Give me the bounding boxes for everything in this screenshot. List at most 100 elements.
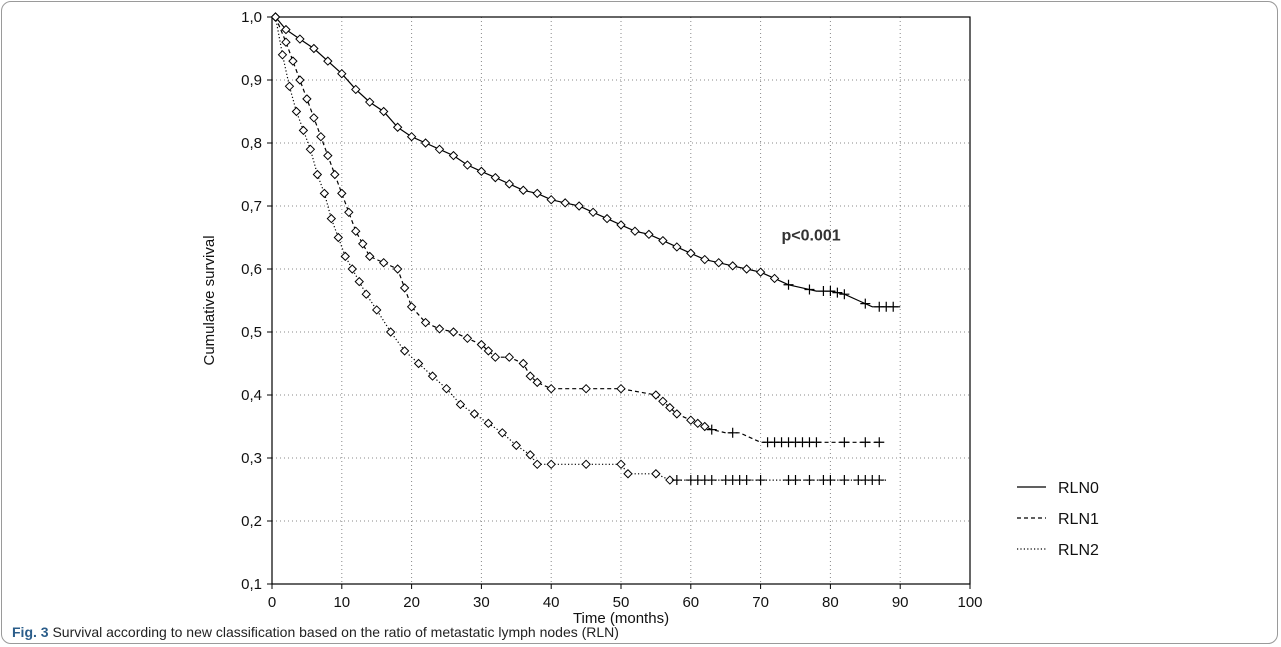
censor-mark-rln2 (825, 475, 836, 486)
event-marker-rln2 (284, 81, 295, 92)
y-tick-label: 0,2 (241, 513, 262, 530)
censor-mark-rln1 (839, 437, 850, 448)
event-marker-rln0 (490, 172, 501, 183)
event-marker-rln1 (651, 390, 661, 400)
x-tick-label: 40 (543, 594, 560, 611)
y-tick-label: 0,8 (241, 135, 262, 152)
event-marker-rln1 (316, 131, 326, 142)
event-marker-rln1 (700, 421, 710, 432)
event-marker-rln1 (581, 383, 591, 394)
event-marker-rln2 (427, 371, 438, 381)
event-marker-rln1 (693, 418, 703, 429)
event-marker-rln1 (406, 302, 417, 312)
censor-mark-rln0 (783, 279, 794, 290)
event-marker-rln2 (623, 469, 633, 479)
x-tick-label: 30 (473, 594, 490, 611)
y-tick-label: 0,4 (241, 387, 262, 404)
event-marker-rln0 (420, 138, 431, 148)
event-marker-rln1 (504, 352, 515, 362)
y-tick-label: 0,6 (241, 261, 262, 278)
event-marker-rln0 (406, 131, 417, 142)
censor-mark-rln0 (832, 287, 843, 298)
x-tick-label: 10 (333, 594, 350, 611)
figure-caption: Fig. 3 Survival according to new classif… (12, 624, 619, 640)
event-marker-rln2 (354, 276, 364, 287)
event-marker-rln0 (476, 166, 487, 177)
x-tick-label: 60 (682, 594, 699, 611)
event-marker-rln1 (323, 150, 333, 161)
event-marker-rln2 (581, 459, 591, 470)
event-marker-rln2 (546, 459, 556, 470)
event-marker-rln2 (333, 232, 344, 243)
legend-label-rln1: RLN1 (1058, 511, 1099, 528)
event-marker-rln1 (672, 409, 682, 419)
series-rln0 (270, 12, 901, 312)
event-marker-rln2 (340, 251, 350, 262)
event-marker-rln1 (448, 327, 459, 337)
event-marker-rln0 (518, 185, 528, 195)
event-marker-rln1 (462, 333, 473, 344)
event-marker-rln0 (686, 248, 696, 258)
event-marker-rln0 (644, 229, 654, 240)
censor-mark-rln1 (874, 437, 885, 448)
event-marker-rln1 (525, 371, 535, 381)
event-marker-rln0 (448, 150, 459, 161)
event-marker-rln2 (469, 409, 480, 419)
event-marker-rln2 (298, 125, 309, 136)
event-marker-rln0 (727, 261, 738, 271)
event-marker-rln0 (309, 43, 319, 54)
event-marker-rln0 (323, 56, 333, 66)
legend: RLN0 RLN1 RLN2 (1017, 480, 1099, 559)
event-marker-rln1 (490, 352, 501, 362)
series-layer (270, 12, 901, 486)
censor-mark-rln0 (839, 289, 850, 300)
event-marker-rln1 (302, 94, 312, 104)
event-marker-rln2 (455, 399, 466, 410)
x-tick-label: 50 (613, 594, 630, 611)
event-marker-rln0 (574, 201, 584, 211)
axis-ticks: 0 10 20 30 40 50 60 70 80 90 100 0,1 0,2 0,3 0,4 0,5 0,6… (241, 9, 982, 611)
event-marker-rln2 (616, 459, 626, 470)
event-marker-rln0 (378, 106, 389, 117)
event-marker-rln1 (483, 346, 494, 356)
event-marker-rln2 (399, 346, 410, 356)
event-marker-rln1 (686, 415, 696, 425)
event-marker-rln0 (365, 97, 375, 107)
event-marker-rln2 (326, 213, 337, 224)
event-marker-rln0 (351, 84, 361, 95)
event-marker-rln2 (371, 305, 382, 315)
event-marker-rln0 (462, 160, 473, 170)
event-marker-rln0 (630, 226, 640, 236)
y-tick-label: 0,1 (241, 576, 262, 593)
event-marker-rln1 (288, 56, 298, 66)
censor-mark-rln0 (825, 286, 836, 297)
event-marker-rln1 (309, 113, 319, 123)
event-marker-rln2 (385, 327, 396, 337)
event-marker-rln2 (441, 383, 452, 394)
series-rln2 (270, 12, 887, 486)
event-marker-rln0 (546, 194, 556, 205)
event-marker-rln1 (532, 377, 542, 388)
event-marker-rln1 (546, 383, 556, 394)
event-marker-rln1 (658, 396, 668, 407)
event-marker-rln1 (434, 324, 445, 334)
censor-mark-rln0 (804, 284, 815, 295)
x-tick-label: 20 (403, 594, 420, 611)
y-tick-label: 0,3 (241, 450, 262, 467)
event-marker-rln0 (616, 220, 626, 230)
event-marker-rln2 (312, 169, 323, 180)
event-marker-rln0 (532, 188, 542, 199)
censor-mark-rln2 (706, 475, 717, 486)
x-axis-label: Time (months) (573, 610, 669, 627)
x-tick-label: 80 (822, 594, 839, 611)
event-marker-rln0 (392, 122, 403, 132)
event-marker-rln0 (504, 179, 515, 189)
y-tick-label: 0,9 (241, 72, 262, 89)
grid (272, 17, 970, 584)
event-marker-rln1 (665, 402, 675, 413)
event-marker-rln2 (413, 358, 424, 369)
event-marker-rln2 (497, 428, 508, 438)
event-marker-rln0 (295, 34, 305, 44)
